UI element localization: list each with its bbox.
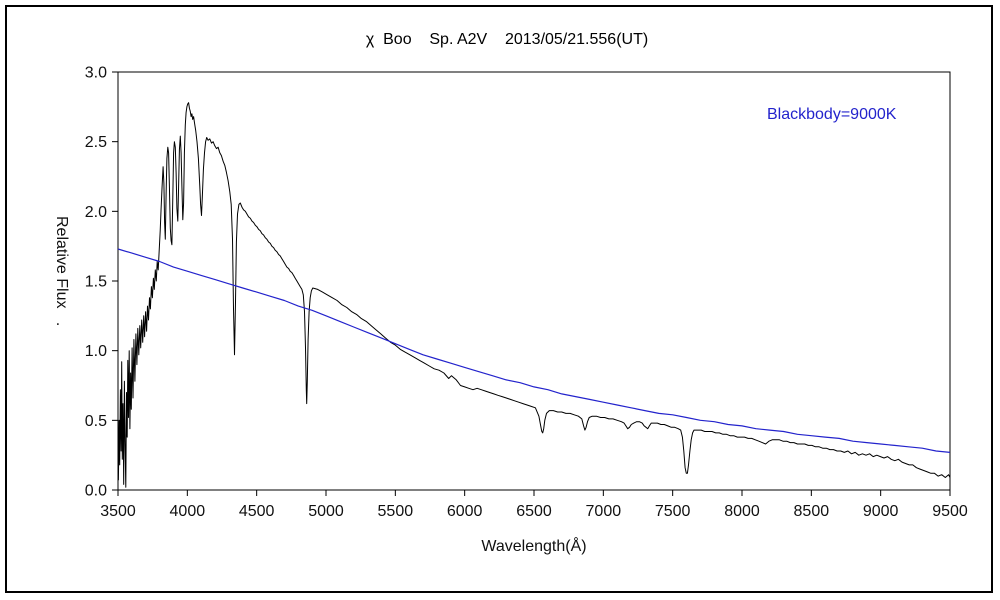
ticks-and-series-group: 3500 4000 4500 5000 5500 6000 6500 7000 7500 8000… [85, 65, 968, 521]
plot-border [117, 71, 951, 491]
x-axis-label: Wavelength(Å) [481, 536, 586, 555]
x-tick-label: 8000 [724, 503, 760, 520]
blackbody-line [117, 248, 951, 453]
x-tick-label: 6500 [516, 503, 552, 520]
image-border-frame [5, 5, 993, 593]
chart-title: χ Boo Sp. A2V 2013/05/21.556(UT) [366, 31, 648, 48]
y-tick-label: 0.5 [85, 413, 107, 430]
x-tick-label: 3500 [100, 503, 136, 520]
x-tick-label: 5000 [308, 503, 344, 520]
y-tick-label: 1.5 [85, 274, 107, 291]
y-tick-label: 2.0 [85, 204, 107, 221]
spectrum-line [117, 102, 951, 488]
x-tick-label: 8500 [794, 503, 830, 520]
y-tick-label: 3.0 [85, 65, 107, 82]
x-tick-label: 9500 [932, 503, 968, 520]
x-tick-label: 4000 [170, 503, 206, 520]
x-tick-label: 6000 [447, 503, 483, 520]
x-tick-label: 4500 [239, 503, 275, 520]
y-axis-label: Relative Flux . [53, 216, 70, 326]
y-tick-label: 2.5 [85, 134, 107, 151]
blackbody-annotation: Blackbody=9000K [767, 106, 897, 123]
y-tick-label: 1.0 [85, 343, 107, 360]
x-tick-label: 5500 [378, 503, 414, 520]
x-tick-label: 7500 [655, 503, 691, 520]
y-tick-label: 0.0 [85, 483, 107, 500]
x-tick-label: 9000 [863, 503, 899, 520]
x-tick-label: 7000 [586, 503, 622, 520]
